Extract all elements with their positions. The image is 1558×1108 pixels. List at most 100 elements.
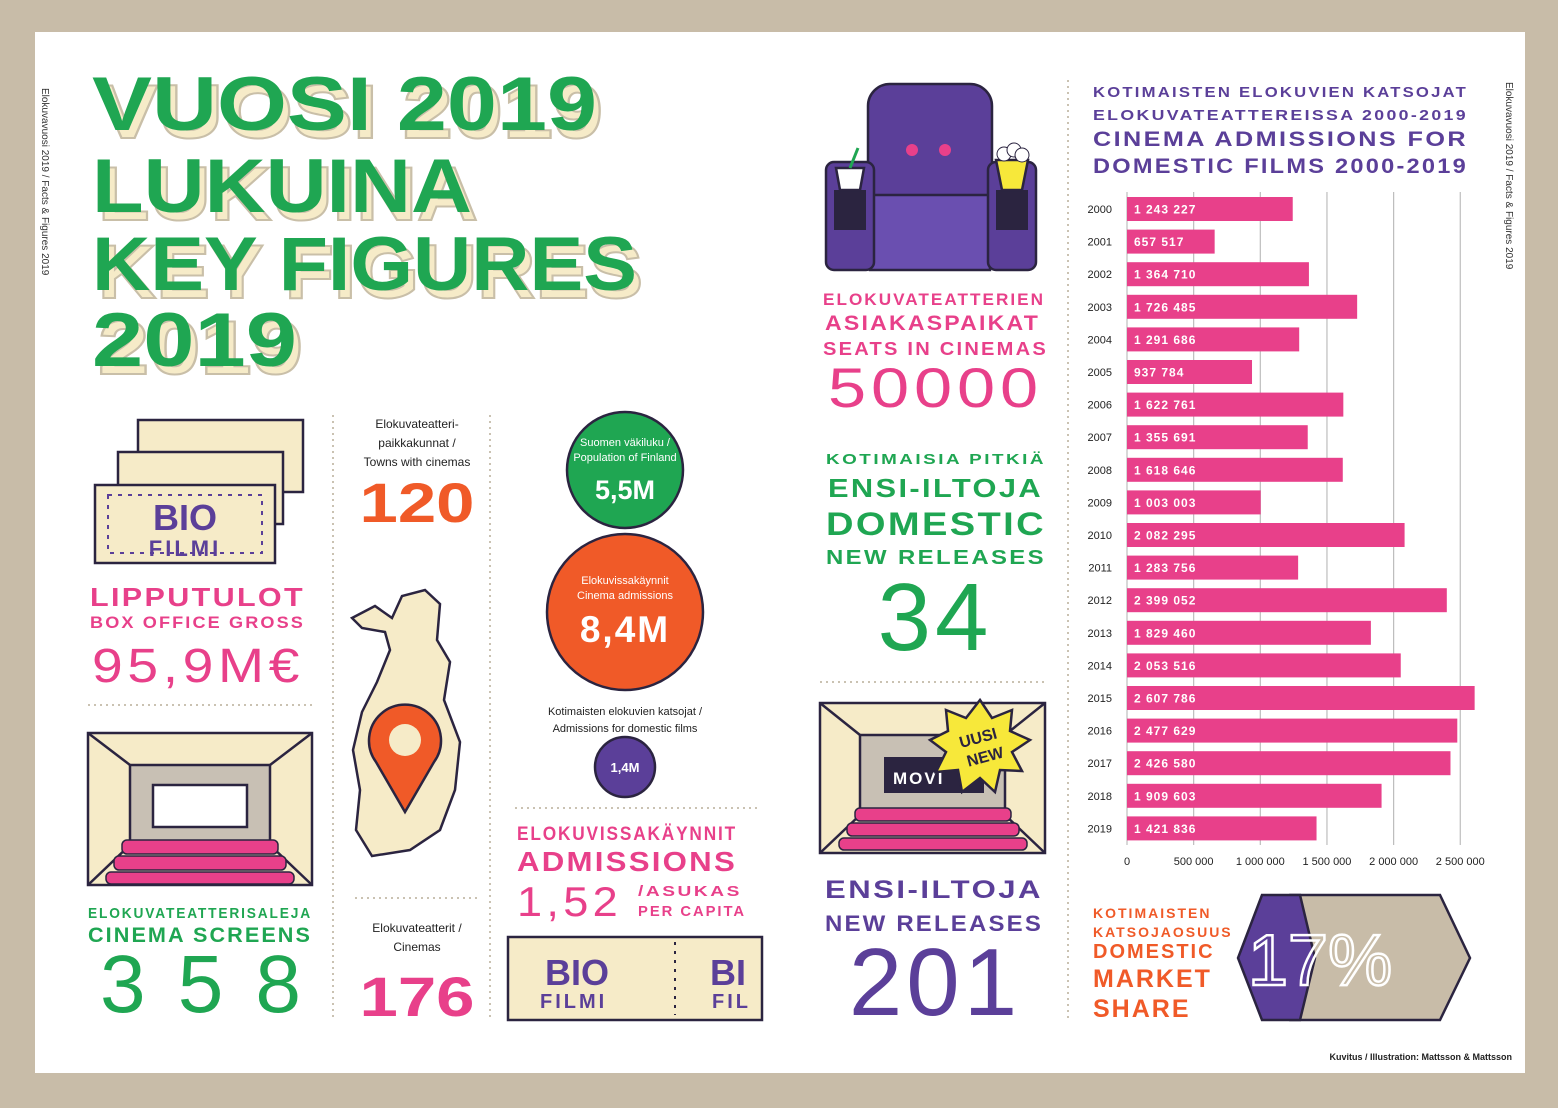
- label: PER CAPITA: [638, 903, 746, 920]
- label: NEW RELEASES: [825, 911, 1043, 936]
- y-tick-label: 2000: [1088, 204, 1112, 216]
- title-line: KEY FIGURES: [92, 222, 637, 307]
- y-tick-label: 2009: [1088, 497, 1112, 509]
- data-label: 2 399 052: [1134, 594, 1196, 608]
- x-tick-label: 2 500 000: [1436, 856, 1485, 868]
- illustration-g: [105, 839, 295, 885]
- data-label: 2 426 580: [1134, 757, 1196, 771]
- label: Elokuvissakäynnit: [581, 575, 668, 587]
- x-tick-label: 1 500 000: [1302, 856, 1351, 868]
- y-tick-label: 2006: [1088, 400, 1112, 412]
- armchair-illustration: [824, 82, 1038, 272]
- label: Towns with cinemas: [364, 455, 471, 469]
- bar: [1127, 523, 1405, 547]
- data-label: 1 829 460: [1134, 626, 1196, 640]
- y-tick-label: 2018: [1088, 791, 1112, 803]
- label: ADMISSIONS: [517, 846, 737, 877]
- label: NEW RELEASES: [826, 547, 1046, 569]
- data-label: 937 784: [1134, 366, 1184, 380]
- label: ENSI-ILTOJA: [828, 473, 1043, 503]
- illustration-rect: [868, 193, 992, 272]
- label: KOTIMAISIA PITKIÄ: [826, 451, 1046, 468]
- bar: [1127, 588, 1447, 613]
- data-label: 1 726 485: [1134, 300, 1196, 314]
- bar: [1127, 686, 1475, 710]
- data-label: 2 477 629: [1134, 724, 1196, 738]
- illustration-rect: [996, 190, 1028, 230]
- y-tick-label: 2013: [1088, 628, 1112, 640]
- illustration-line: [819, 702, 861, 736]
- x-tick-label: 1 000 000: [1236, 856, 1285, 868]
- label: CINEMA SCREENS: [88, 924, 312, 947]
- figure: 95,9M€: [92, 640, 304, 693]
- label: LIPPUTULOT: [90, 582, 305, 612]
- label: Elokuvateatteri-: [375, 417, 458, 431]
- y-tick-label: 2019: [1088, 823, 1112, 835]
- y-tick-label: 2012: [1088, 595, 1112, 607]
- illustration-polygon: [1236, 893, 1317, 1022]
- ticket-text: BIO: [153, 497, 217, 538]
- figure: 34: [878, 564, 993, 671]
- illustration-rect: [151, 783, 249, 829]
- label: ENSI-ILTOJA: [825, 876, 1043, 904]
- illustration-line: [848, 147, 860, 169]
- data-label: 2 607 786: [1134, 692, 1196, 706]
- label: Cinema admissions: [577, 590, 673, 602]
- y-tick-label: 2008: [1088, 465, 1112, 477]
- bar: [1127, 490, 1261, 515]
- bar: [1127, 262, 1309, 287]
- label: ELOKUVATEATTERISALEJA: [88, 905, 312, 922]
- label: BOX OFFICE GROSS: [90, 613, 305, 632]
- data-label: 1 909 603: [1134, 789, 1196, 803]
- chart-subtitle: CINEMA ADMISSIONS FOR: [1093, 128, 1468, 151]
- label: SHARE: [1093, 995, 1191, 1023]
- bar: [1127, 360, 1253, 384]
- illustration-line: [269, 732, 313, 766]
- title: VUOSI 2019 LUKUINA KEY FIGURES 2019: [92, 62, 637, 383]
- label: ELOKUVISSAKÄYNNIT: [517, 824, 737, 845]
- title-line: LUKUINA: [98, 152, 478, 237]
- ticket-text: FIL: [712, 991, 751, 1013]
- label: Kotimaisten elokuvien katsojat /: [548, 706, 703, 718]
- bar: [1127, 718, 1458, 743]
- title-line: VUOSI 2019: [98, 70, 603, 155]
- illustration-rect: [121, 839, 279, 855]
- y-tick-label: 2011: [1088, 563, 1112, 575]
- label: /ASUKAS: [638, 883, 742, 900]
- ticket-text: FILMI: [540, 991, 607, 1013]
- y-tick-label: 2001: [1088, 237, 1112, 249]
- data-label: 1 291 686: [1134, 333, 1196, 347]
- label: DOMESTIC: [826, 506, 1046, 542]
- illustration-rect: [107, 494, 263, 554]
- ticket-text: FILMI: [149, 536, 221, 561]
- illustration-path: [994, 158, 1030, 192]
- illustration-rect: [866, 82, 994, 206]
- title-line: 2019: [98, 306, 303, 391]
- label: MARKET: [1093, 965, 1212, 993]
- population-circle: [565, 410, 685, 530]
- illustration-rect: [93, 483, 277, 565]
- bar: [1127, 425, 1308, 450]
- title-line: VUOSI 2019: [92, 62, 597, 147]
- finland-map: [349, 588, 462, 858]
- admissions-circle: [545, 532, 705, 692]
- illustration-line: [819, 814, 861, 854]
- label: Suomen väkiluku /: [580, 437, 671, 449]
- ticket-illustration: BIO FILMI: [93, 418, 305, 565]
- data-label: 1 622 761: [1134, 398, 1196, 412]
- movie-illustration: MOVI UUSI NEW: [818, 697, 1047, 855]
- domestic-circle: [593, 735, 657, 799]
- label: Population of Finland: [573, 452, 676, 464]
- label: paikkakunnat /: [378, 436, 456, 450]
- figure: 1,4M: [611, 760, 640, 775]
- illustration-circle: [1014, 147, 1030, 163]
- illustration-line: [1004, 814, 1046, 854]
- y-tick-label: 2014: [1088, 660, 1112, 672]
- title-line: LUKUINA: [92, 144, 472, 229]
- side-note: Elokuvavuosi 2019 / Facts & Figures 2019: [1503, 82, 1514, 270]
- y-tick-label: 2017: [1088, 758, 1112, 770]
- bar-chart: 0 500 000 1 000 000 1 500 000 2 000 000 2 500…: [1088, 192, 1485, 868]
- label: KATSOJAOSUUS: [1093, 924, 1233, 940]
- bar: [1127, 620, 1371, 645]
